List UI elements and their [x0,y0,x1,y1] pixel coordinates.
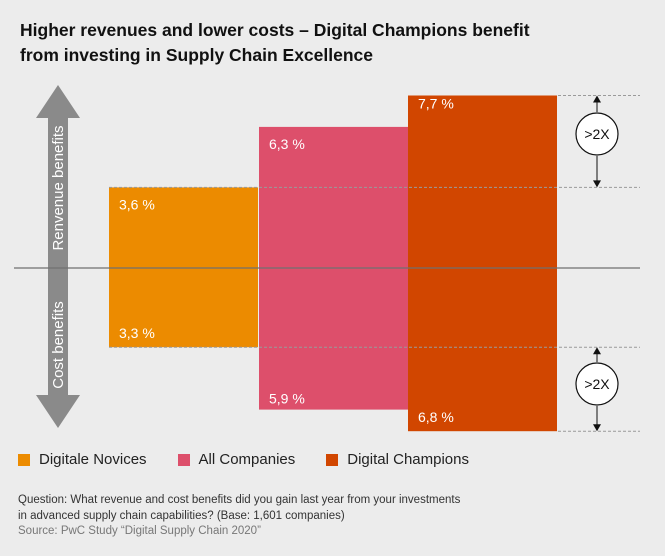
arrowhead-up-icon [593,347,601,355]
bar-novices [109,187,258,348]
label-champions-revenue: 7,7 % [418,96,454,112]
source-note: Source: PwC Study “Digital Supply Chain … [18,525,261,537]
chart-title: Higher revenues and lower costs – Digita… [20,18,640,68]
arrowhead-down-icon [593,424,601,432]
label-novices-cost: 3,3 % [119,325,155,341]
legend-label-all-companies: All Companies [198,451,296,468]
question-line-1: Question: What revenue and cost benefits… [18,494,461,506]
label-all-companies-revenue: 6,3 % [269,136,305,152]
multiplier-label-revenue: >2X [584,126,610,142]
footnote: Question: What revenue and cost benefits… [18,493,648,540]
axis-label-cost: Cost benefits [50,301,67,389]
legend-item-digitale-novices: Digitale Novices [18,451,147,468]
arrowhead-down-icon [593,180,601,188]
multiplier-label-cost: >2X [584,376,610,392]
question-line-2: in advanced supply chain capabilities? (… [18,509,345,522]
double-arrow-icon [36,85,80,428]
label-novices-revenue: 3,6 % [119,196,155,212]
legend: Digitale Novices All Companies Digital C… [18,451,500,468]
title-line-2: from investing in Supply Chain Excellenc… [20,45,373,65]
axis-label-revenue: Renvenue benefits [50,125,67,250]
bar-champions [408,95,557,432]
title-line-1: Higher revenues and lower costs – Digita… [20,20,530,40]
legend-swatch-champions [326,453,339,466]
arrowhead-up-icon [593,95,601,103]
legend-item-all-companies: All Companies [177,451,296,468]
label-all-companies-cost: 5,9 % [269,391,305,407]
multiplier-circle-revenue [575,112,619,156]
label-champions-cost: 6,8 % [418,409,454,425]
multiplier-circle-cost [575,362,619,406]
legend-item-digital-champions: Digital Champions [326,451,469,468]
legend-label-champions: Digital Champions [347,451,469,468]
legend-swatch-novices [18,453,30,466]
legend-swatch-all-companies [177,453,190,466]
legend-label-novices: Digitale Novices [39,451,147,468]
